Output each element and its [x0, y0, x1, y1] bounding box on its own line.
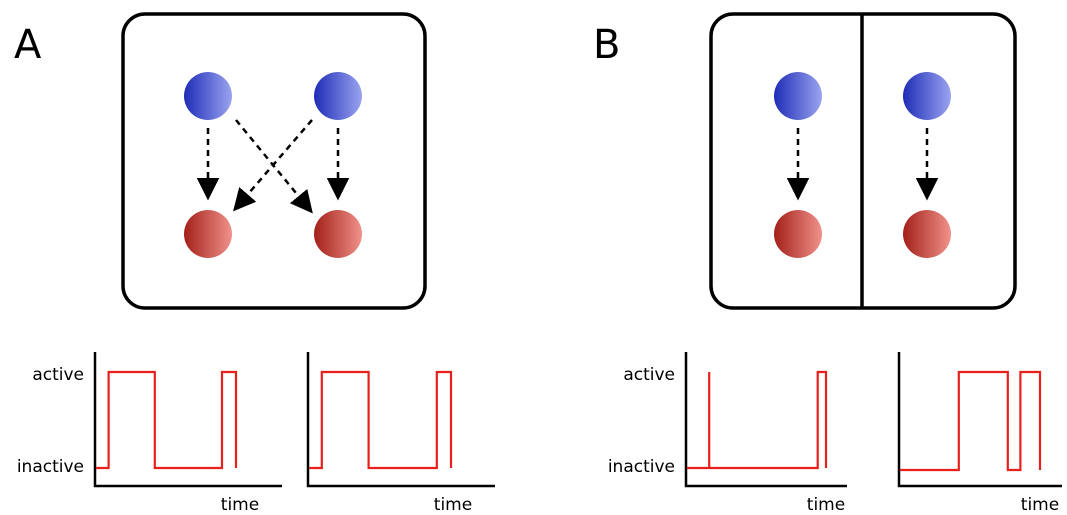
- panel-a-trace-1: [96, 370, 238, 470]
- panel-a-trace-plot-1: active inactive time: [17, 352, 282, 515]
- panel-b-input-neuron-left: [774, 72, 822, 120]
- panel-b-label: B: [593, 22, 620, 68]
- panel-b-trace-plot-1: active inactive time: [608, 352, 847, 515]
- panel-b-inactive-label: inactive: [608, 457, 675, 477]
- panel-a-input-neuron-right: [314, 72, 362, 120]
- panel-a-plot-1-axes: [93, 352, 282, 488]
- panel-a-trace-2: [309, 370, 453, 470]
- panel-b: B active inactive time time: [593, 12, 1062, 515]
- panel-b-trace-2: [900, 370, 1042, 472]
- panel-a-output-neuron-left: [184, 210, 232, 258]
- panel-b-active-label: active: [623, 365, 675, 385]
- panel-a-input-neuron-left: [184, 72, 232, 120]
- panel-a: A active inactive time time: [14, 12, 495, 515]
- panel-b-output-neuron-right: [903, 210, 951, 258]
- panel-a-plot-1-time-label: time: [221, 495, 259, 515]
- panel-a-plot-2-axes: [306, 352, 495, 488]
- panel-a-network-box: [121, 12, 427, 310]
- panel-a-label: A: [14, 22, 42, 68]
- panel-b-input-neuron-right: [903, 72, 951, 120]
- panel-a-connection-right-to-left: [233, 119, 313, 212]
- panel-a-output-neuron-right: [314, 210, 362, 258]
- panel-a-active-label: active: [32, 365, 84, 385]
- panel-b-plot-2-time-label: time: [1021, 495, 1059, 515]
- panel-b-trace-1: [687, 370, 828, 470]
- panel-b-plot-1-axes: [684, 352, 847, 488]
- panel-b-trace-plot-2: time: [897, 352, 1062, 515]
- panel-a-trace-plot-2: time: [306, 352, 495, 515]
- panel-b-plot-1-time-label: time: [807, 495, 845, 515]
- panel-a-inactive-label: inactive: [17, 457, 84, 477]
- panel-b-plot-2-axes: [897, 352, 1062, 488]
- panel-b-output-neuron-left: [774, 210, 822, 258]
- panel-a-plot-2-time-label: time: [434, 495, 472, 515]
